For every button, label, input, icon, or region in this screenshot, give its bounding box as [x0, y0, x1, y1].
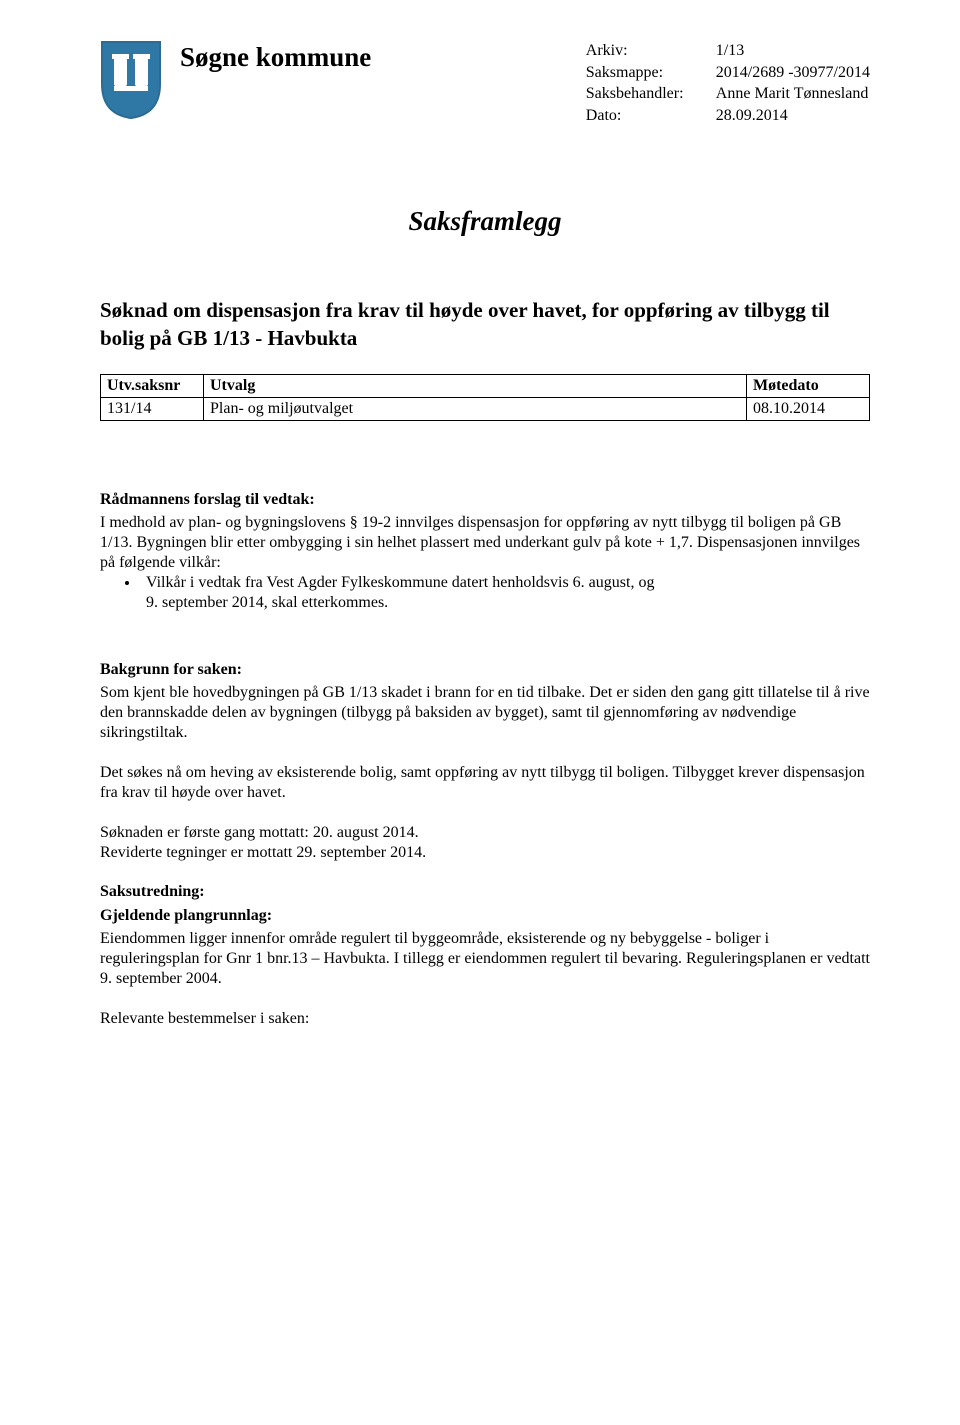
saksmappe-label: Saksmappe: [586, 62, 716, 84]
bakgrunn-p3: Søknaden er første gang mottatt: 20. aug… [100, 823, 870, 843]
cell-motedato: 08.10.2014 [747, 397, 870, 420]
arkiv-label: Arkiv: [586, 40, 716, 62]
org-name: Søgne kommune [180, 42, 586, 73]
col-header-saksnr: Utv.saksnr [101, 374, 204, 397]
bakgrunn-heading: Bakgrunn for saken: [100, 661, 870, 679]
radmann-text: I medhold av plan- og bygningslovens § 1… [100, 513, 870, 573]
cell-utvalg: Plan- og miljøutvalget [204, 397, 747, 420]
bakgrunn-p4: Reviderte tegninger er mottatt 29. septe… [100, 843, 870, 863]
table-header-row: Utv.saksnr Utvalg Møtedato [101, 374, 870, 397]
bakgrunn-p1: Som kjent ble hovedbygningen på GB 1/13 … [100, 683, 870, 743]
bullet-line1: Vilkår i vedtak fra Vest Agder Fylkeskom… [146, 574, 654, 591]
org-title-block: Søgne kommune [180, 40, 586, 73]
saksmappe-value: 2014/2689 -30977/2014 [716, 62, 870, 84]
header: Søgne kommune Arkiv: 1/13 Saksmappe: 201… [100, 40, 870, 126]
dato-value: 28.09.2014 [716, 105, 870, 127]
radmann-heading: Rådmannens forslag til vedtak: [100, 491, 870, 509]
radmann-bullets: Vilkår i vedtak fra Vest Agder Fylkeskom… [100, 573, 870, 613]
table-row: 131/14 Plan- og miljøutvalget 08.10.2014 [101, 397, 870, 420]
col-header-motedato: Møtedato [747, 374, 870, 397]
municipal-crest-icon [100, 40, 162, 120]
saksbehandler-label: Saksbehandler: [586, 83, 716, 105]
col-header-utvalg: Utvalg [204, 374, 747, 397]
arkiv-value: 1/13 [716, 40, 870, 62]
utvalg-table: Utv.saksnr Utvalg Møtedato 131/14 Plan- … [100, 374, 870, 421]
plangrunnlag-subheading: Gjeldende plangrunnlag: [100, 907, 870, 925]
list-item: Vilkår i vedtak fra Vest Agder Fylkeskom… [140, 573, 870, 613]
case-title: Søknad om dispensasjon fra krav til høyd… [100, 297, 870, 352]
saksutredning-heading: Saksutredning: [100, 883, 870, 901]
bullet-line2: 9. september 2014, skal etterkommes. [146, 594, 388, 611]
plangrunnlag-p2: Relevante bestemmelser i saken: [100, 1009, 870, 1029]
bakgrunn-p2: Det søkes nå om heving av eksisterende b… [100, 763, 870, 803]
plangrunnlag-p1: Eiendommen ligger innenfor område regule… [100, 929, 870, 989]
document-page: Søgne kommune Arkiv: 1/13 Saksmappe: 201… [0, 0, 960, 1425]
saksbehandler-value: Anne Marit Tønnesland [716, 83, 870, 105]
dato-label: Dato: [586, 105, 716, 127]
case-meta: Arkiv: 1/13 Saksmappe: 2014/2689 -30977/… [586, 40, 870, 126]
cell-saksnr: 131/14 [101, 397, 204, 420]
framlegg-title: Saksframlegg [100, 206, 870, 237]
